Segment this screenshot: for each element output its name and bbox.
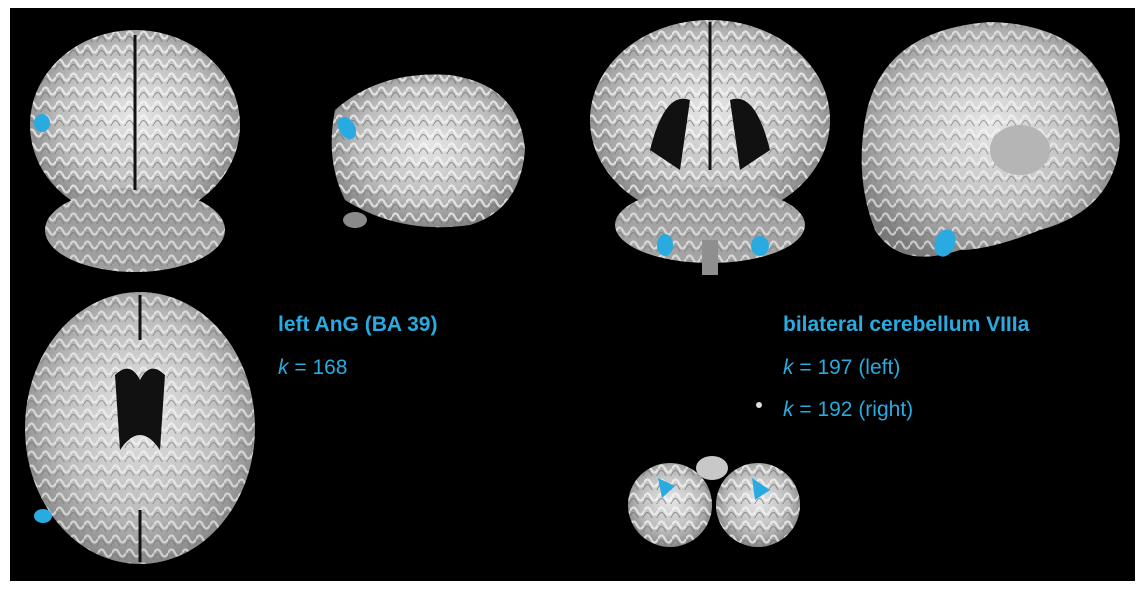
left-cluster-size: k = 168 <box>278 356 347 380</box>
k-symbol: k <box>783 398 794 421</box>
axial-slice <box>25 292 255 564</box>
sagittal-slice-left <box>332 74 525 228</box>
coronal-slice-left <box>30 30 240 272</box>
right-cluster-size: k = 192 (right) <box>783 398 913 422</box>
k-symbol: k <box>783 356 794 379</box>
left-cluster-title: left AnG (BA 39) <box>278 313 437 337</box>
k-value: = 197 (left) <box>799 356 900 379</box>
brain-images <box>0 0 1143 589</box>
k-value: = 168 <box>294 356 347 379</box>
k-value: = 192 (right) <box>799 398 913 421</box>
right-cluster-size: k = 197 (left) <box>783 356 900 380</box>
k-symbol: k <box>278 356 289 379</box>
figure: left AnG (BA 39) k = 168 bilateral cereb… <box>0 0 1143 589</box>
right-cluster-title: bilateral cerebellum VIIIa <box>783 313 1029 337</box>
coronal-slice-right <box>590 20 830 275</box>
